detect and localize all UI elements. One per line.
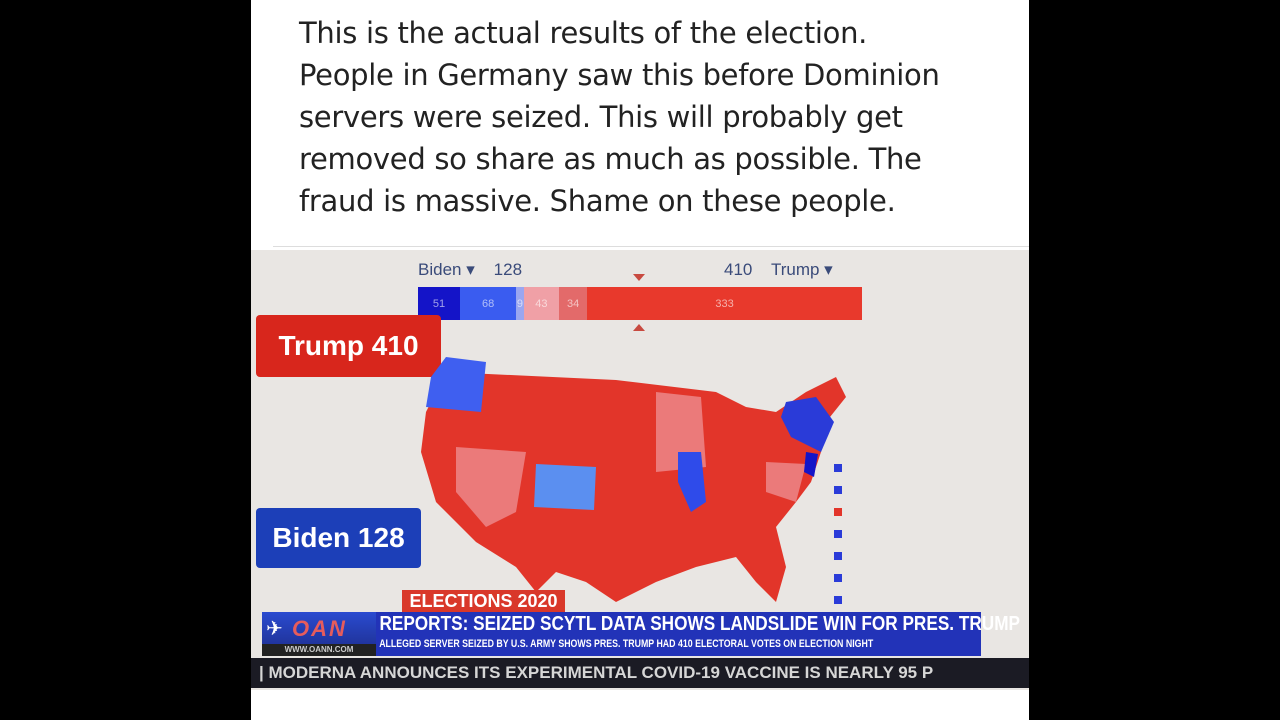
bar-segment: 333: [587, 287, 862, 320]
eagle-icon: ✈: [266, 618, 283, 640]
map-state-illinois: [678, 452, 706, 512]
map-states-light-red: [456, 392, 806, 527]
bar-segment: 51: [418, 287, 461, 320]
social-post: This is the actual results of the electi…: [251, 0, 1029, 720]
us-electoral-map: [421, 357, 846, 604]
post-line: This is the actual results of the electi…: [299, 16, 868, 50]
trump-header: 410 Trump ▾: [724, 260, 833, 280]
elections-2020-label: ELECTIONS 2020: [402, 590, 565, 612]
small-state-legend: [834, 464, 842, 604]
midpoint-marker-top: [633, 274, 645, 281]
post-line: removed so share as much as possible. Th…: [299, 142, 922, 176]
biden-header: Biden ▾ 128: [418, 260, 522, 280]
subheadline: ALLEGED SERVER SEIZED BY U.S. ARMY SHOWS…: [379, 638, 874, 650]
divider: [273, 246, 1029, 247]
bar-segment: 68: [460, 287, 517, 320]
bar-segment: 34: [559, 287, 588, 320]
post-line: servers were seized. This will probably …: [299, 100, 903, 134]
network-url: WWW.OANN.COM: [262, 644, 376, 656]
trump-total: 410: [724, 260, 753, 279]
biden-badge: Biden 128: [256, 508, 421, 568]
biden-total: 128: [493, 260, 523, 279]
post-text: This is the actual results of the electi…: [299, 12, 1019, 222]
map-state-new-york-ne: [781, 397, 834, 452]
midpoint-marker-bottom: [633, 324, 645, 331]
bar-segment: 9: [516, 287, 524, 320]
map-states-red: [421, 372, 846, 602]
logo-text: OAN: [292, 616, 347, 641]
electoral-vote-bar: 51 68 9 43 34 333: [418, 287, 862, 320]
news-ticker: | MODERNA ANNOUNCES ITS EXPERIMENTAL COV…: [251, 658, 1029, 688]
lower-third-banner: REPORTS: SEIZED SCYTL DATA SHOWS LANDSLI…: [376, 612, 1021, 656]
post-line: fraud is massive. Shame on these people.: [299, 184, 896, 218]
headline: REPORTS: SEIZED SCYTL DATA SHOWS LANDSLI…: [379, 613, 1021, 635]
broadcast-screenshot: Biden ▾ 128 410 Trump ▾ 51 68 9 43 34 333 Tru…: [251, 250, 1029, 690]
trump-name: Trump ▾: [770, 260, 833, 279]
map-state-colorado: [534, 464, 596, 510]
map-state-new-jersey: [804, 452, 818, 477]
trump-badge: Trump 410: [256, 315, 441, 377]
bar-segment: 43: [523, 287, 560, 320]
network-logo: ✈ OAN WWW.OANN.COM: [262, 612, 376, 656]
post-line: People in Germany saw this before Domini…: [299, 58, 940, 92]
biden-name: Biden ▾: [418, 260, 475, 279]
map-state-washington-oregon: [426, 357, 486, 412]
